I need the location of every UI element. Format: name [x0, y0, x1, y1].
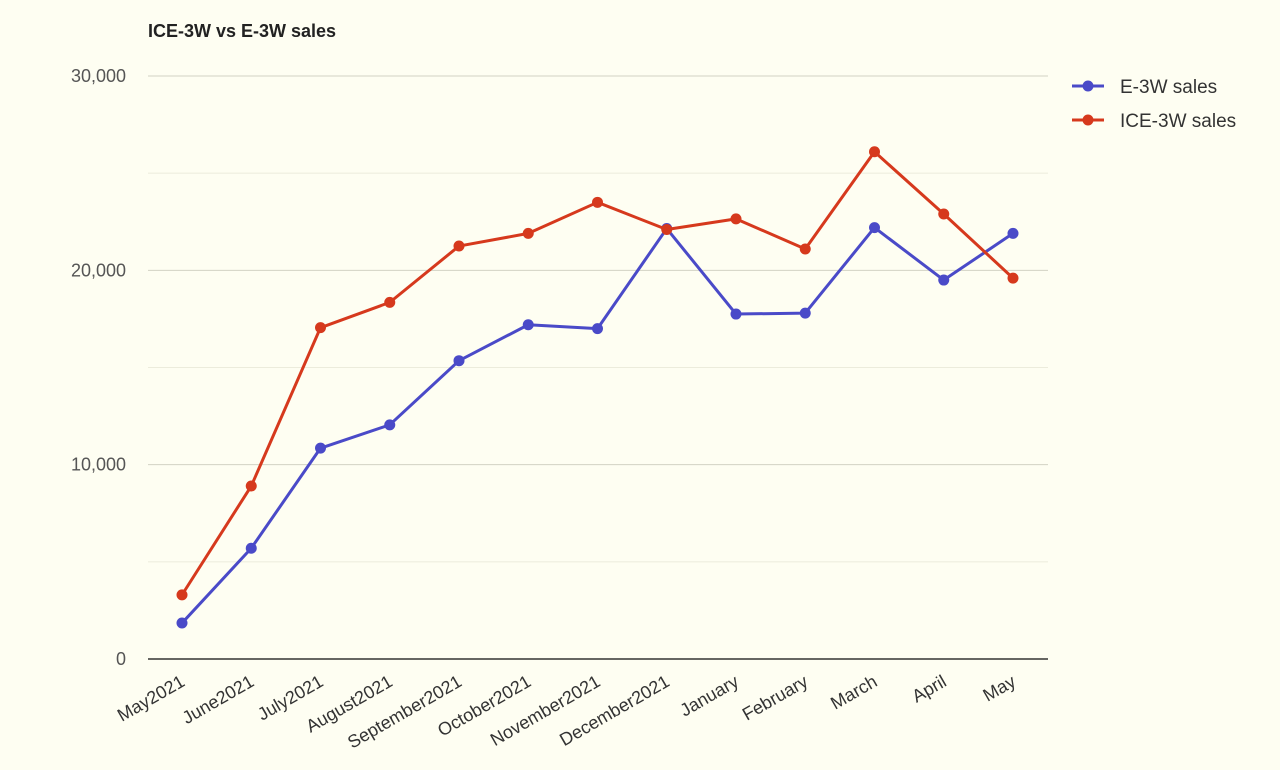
- legend-item[interactable]: E-3W sales: [1072, 77, 1217, 98]
- series-e-3w: [176, 222, 1019, 629]
- x-tick-label: February: [739, 671, 811, 724]
- legend-swatch-point: [1082, 114, 1094, 126]
- y-tick-label: 0: [116, 649, 126, 669]
- data-point[interactable]: [315, 322, 326, 334]
- data-point[interactable]: [869, 222, 880, 234]
- x-tick-label: March: [827, 671, 880, 713]
- data-point[interactable]: [245, 480, 257, 492]
- data-point[interactable]: [730, 213, 742, 225]
- data-point[interactable]: [176, 589, 188, 601]
- data-point[interactable]: [522, 227, 534, 239]
- data-point[interactable]: [384, 419, 396, 431]
- legend-swatch-point: [1082, 80, 1094, 92]
- data-point[interactable]: [453, 355, 465, 367]
- data-point[interactable]: [522, 319, 534, 331]
- y-tick-label: 20,000: [71, 260, 126, 280]
- chart-title: ICE-3W vs E-3W sales: [148, 21, 336, 41]
- data-point[interactable]: [661, 224, 673, 236]
- data-point[interactable]: [799, 243, 811, 255]
- legend-item[interactable]: ICE-3W sales: [1072, 111, 1236, 132]
- legend[interactable]: E-3W sales ICE-3W sales: [1072, 77, 1236, 132]
- x-tick-label: May2021: [114, 671, 188, 725]
- x-tick-label: January: [677, 671, 742, 720]
- data-point[interactable]: [453, 240, 465, 252]
- data-point[interactable]: [1007, 227, 1019, 239]
- x-tick-label: April: [909, 671, 950, 706]
- data-point[interactable]: [938, 208, 950, 220]
- series-lines: [176, 146, 1019, 629]
- data-point[interactable]: [176, 617, 188, 629]
- grid: [148, 75, 1048, 563]
- data-point[interactable]: [592, 196, 603, 208]
- x-tick-label: September2021: [344, 671, 465, 752]
- y-tick-label: 10,000: [71, 455, 126, 475]
- series-line: [180, 150, 1015, 596]
- data-point[interactable]: [730, 308, 742, 320]
- y-tick-label: 30,000: [71, 66, 126, 86]
- data-point[interactable]: [938, 274, 950, 286]
- x-tick-label: June2021: [179, 671, 257, 728]
- legend-label: ICE-3W sales: [1120, 111, 1236, 132]
- data-point[interactable]: [869, 146, 880, 158]
- legend-label: E-3W sales: [1120, 77, 1217, 98]
- x-tick-label: May: [980, 671, 1019, 705]
- data-point[interactable]: [315, 442, 326, 454]
- data-point[interactable]: [384, 296, 396, 308]
- data-point[interactable]: [1007, 272, 1019, 284]
- data-point[interactable]: [245, 542, 257, 554]
- series-line: [180, 226, 1014, 625]
- series-ice-3w: [176, 146, 1019, 601]
- data-point[interactable]: [592, 323, 603, 335]
- data-point[interactable]: [799, 307, 811, 319]
- axes: 010,00020,00030,000May2021June2021July20…: [71, 66, 1048, 753]
